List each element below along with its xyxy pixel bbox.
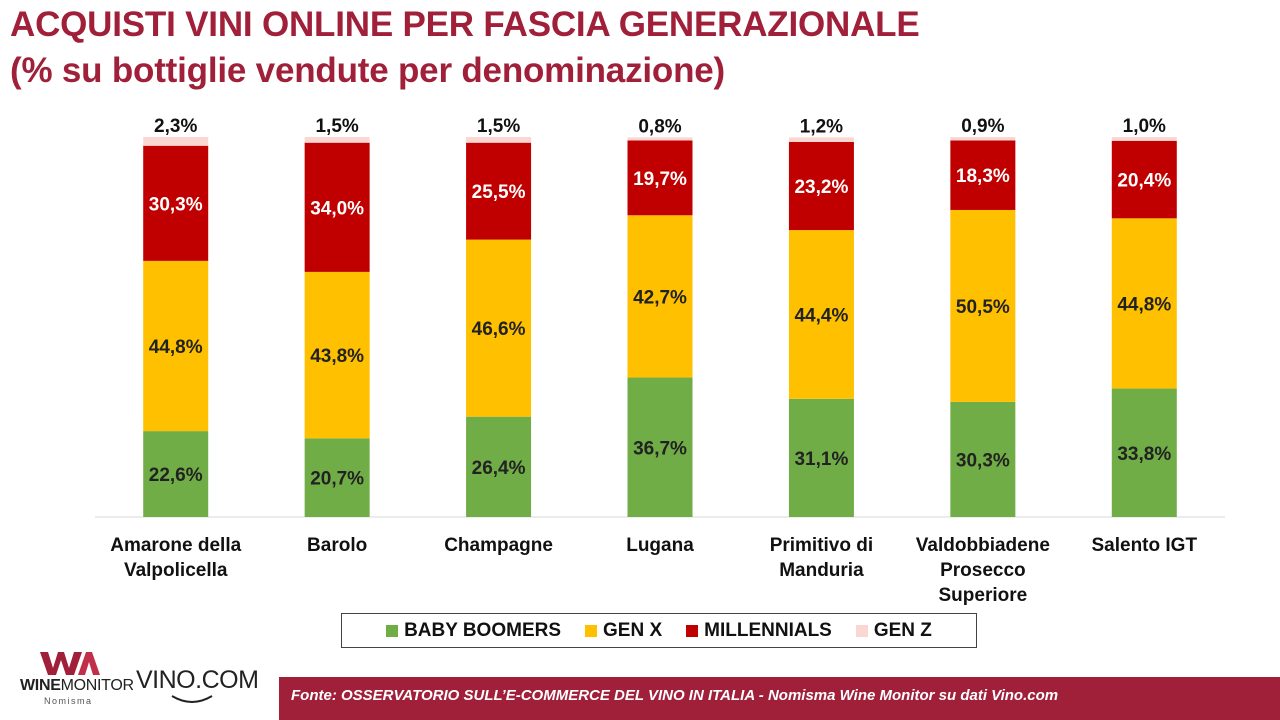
x-tick-label-0-1: Valpolicella: [124, 560, 228, 581]
data-label-millennials-4: 23,2%: [794, 177, 848, 198]
data-label-baby-boomers-5: 30,3%: [956, 450, 1010, 471]
chart-legend: BABY BOOMERS GEN X MILLENNIALS GEN Z: [341, 613, 977, 648]
data-label-baby-boomers-6: 33,8%: [1117, 444, 1171, 465]
legend-item-gen-x: GEN X: [585, 620, 662, 642]
vino-com-wordmark: VINO.COM: [136, 666, 259, 694]
legend-label-millennials: MILLENNIALS: [704, 619, 832, 641]
bar-segment-gen-z-1: [304, 137, 370, 143]
x-tick-label-5-0: Valdobbiadene: [916, 535, 1050, 556]
bar-segment-gen-x-6: [1111, 218, 1177, 389]
data-label-gen-x-0: 44,8%: [149, 337, 203, 358]
data-label-gen-x-3: 42,7%: [633, 287, 687, 308]
data-label-baby-boomers-4: 31,1%: [794, 449, 848, 470]
bar-segment-gen-z-4: [788, 137, 854, 142]
title-line-1: ACQUISTI VINI ONLINE PER FASCIA GENERAZI…: [10, 5, 920, 44]
winemonitor-word-rest: MONITOR: [60, 677, 134, 694]
winemonitor-logo: WINEMONITOR Nomisma: [16, 650, 134, 712]
bar-segment-gen-z-2: [466, 137, 532, 143]
winemonitor-subtitle: Nomisma: [44, 696, 93, 706]
bar-segment-gen-x-4: [788, 230, 854, 399]
bar-segment-gen-z-5: [950, 137, 1016, 141]
legend-swatch-baby-boomers: [386, 624, 399, 637]
legend-swatch-millennials: [686, 624, 699, 637]
bar-segment-baby-boomers-4: [788, 398, 854, 517]
bar-segment-gen-x-1: [304, 271, 370, 439]
legend-swatch-gen-z: [855, 624, 868, 637]
x-tick-label-4-0: Primitivo di: [770, 535, 873, 556]
bar-segment-millennials-1: [304, 142, 370, 272]
legend-item-gen-z: GEN Z: [855, 619, 932, 642]
data-label-baby-boomers-3: 36,7%: [633, 438, 687, 459]
title-line-2: (% su bottiglie vendute per denominazion…: [10, 51, 725, 90]
bar-segment-gen-x-3: [627, 215, 693, 378]
winemonitor-mark-icon: [40, 652, 100, 675]
bar-segment-millennials-3: [627, 140, 693, 216]
bar-segment-baby-boomers-2: [466, 416, 532, 517]
data-label-gen-z-0: 2,3%: [154, 116, 197, 137]
legend-label-gen-z: GEN Z: [873, 619, 932, 641]
bar-segment-baby-boomers-1: [304, 438, 370, 517]
bar-segment-millennials-5: [950, 140, 1016, 210]
bar-segment-millennials-4: [788, 141, 854, 231]
data-label-gen-x-2: 46,6%: [472, 319, 526, 340]
winemonitor-word-bold: WINE: [20, 677, 61, 694]
data-label-millennials-6: 20,4%: [1117, 171, 1171, 192]
x-tick-label-0-0: Amarone della: [110, 535, 241, 556]
data-label-gen-x-5: 50,5%: [956, 297, 1010, 318]
x-tick-label-6-0: Salento IGT: [1091, 535, 1197, 556]
bar-segment-baby-boomers-0: [143, 431, 209, 517]
data-label-gen-z-4: 1,2%: [800, 116, 843, 137]
legend-swatch-gen-x: [585, 624, 598, 637]
data-label-millennials-3: 19,7%: [633, 169, 687, 190]
chart-title: ACQUISTI VINI ONLINE PER FASCIA GENERAZI…: [10, 2, 920, 94]
x-tick-label-2-0: Champagne: [444, 535, 553, 556]
legend-label-gen-x: GEN X: [603, 619, 663, 641]
data-label-millennials-0: 30,3%: [149, 194, 203, 215]
bar-segment-gen-x-0: [143, 260, 209, 432]
data-label-gen-z-3: 0,8%: [638, 116, 681, 137]
legend-item-baby-boomers: BABY BOOMERS: [386, 620, 561, 642]
x-tick-label-5-2: Superiore: [939, 585, 1028, 606]
source-text: Fonte: OSSERVATORIO SULL’E-COMMERCE DEL …: [291, 687, 1059, 704]
x-tick-label-4-1: Manduria: [779, 560, 864, 581]
bar-segment-gen-z-3: [627, 137, 693, 141]
data-label-gen-x-1: 43,8%: [310, 346, 364, 367]
data-label-gen-z-1: 1,5%: [315, 116, 358, 137]
legend-item-millennials: MILLENNIALS: [686, 620, 832, 642]
bar-segment-baby-boomers-5: [950, 401, 1016, 517]
bar-segment-millennials-2: [466, 142, 532, 240]
bar-segment-baby-boomers-6: [1111, 388, 1177, 517]
bar-segment-gen-z-6: [1111, 137, 1177, 141]
vino-smile-icon: [171, 695, 213, 703]
x-tick-label-5-1: Prosecco: [940, 560, 1026, 581]
vino-com-logo: VINO.COM: [136, 666, 259, 703]
bar-segment-baby-boomers-3: [627, 377, 693, 517]
x-tick-label-3-0: Lugana: [626, 535, 694, 556]
stacked-bar-chart: 22,6% 44,8% 30,3% 2,3% Amarone della Valpolic…: [95, 116, 1225, 606]
data-label-baby-boomers-0: 22,6%: [149, 465, 203, 486]
winemonitor-wordmark: WINEMONITOR: [20, 677, 134, 695]
data-label-gen-x-4: 44,4%: [794, 305, 848, 326]
bar-segment-gen-x-5: [950, 209, 1016, 402]
x-tick-label-1-0: Barolo: [307, 535, 367, 556]
data-label-millennials-1: 34,0%: [310, 198, 364, 219]
bar-segment-gen-z-0: [143, 137, 209, 146]
data-label-gen-z-5: 0,9%: [961, 116, 1004, 137]
data-label-baby-boomers-2: 26,4%: [472, 458, 526, 479]
bar-segment-millennials-6: [1111, 140, 1177, 219]
data-label-millennials-2: 25,5%: [472, 182, 526, 203]
data-label-gen-x-6: 44,8%: [1117, 294, 1171, 315]
data-label-millennials-5: 18,3%: [956, 166, 1010, 187]
source-footer: Fonte: OSSERVATORIO SULL’E-COMMERCE DEL …: [279, 677, 1280, 720]
data-label-baby-boomers-1: 20,7%: [310, 469, 364, 490]
bar-segment-millennials-0: [143, 145, 209, 261]
data-label-gen-z-2: 1,5%: [477, 116, 520, 137]
data-label-gen-z-6: 1,0%: [1123, 116, 1166, 137]
bar-segment-gen-x-2: [466, 239, 532, 417]
legend-label-baby-boomers: BABY BOOMERS: [404, 619, 562, 641]
